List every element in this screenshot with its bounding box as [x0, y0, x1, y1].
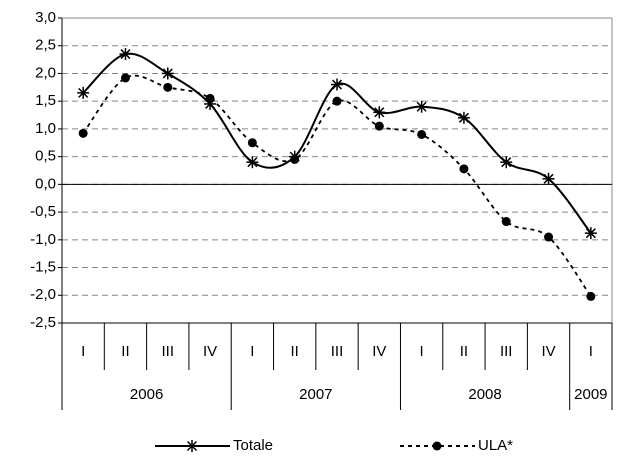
marker — [332, 96, 342, 106]
marker — [374, 121, 384, 131]
y-tick-label: -1,0 — [30, 231, 56, 248]
year-label: 2009 — [574, 386, 607, 403]
year-label: 2007 — [299, 386, 332, 403]
x-tick-label: IV — [541, 343, 555, 360]
marker — [457, 111, 470, 124]
series-line — [82, 74, 592, 297]
x-tick-label: I — [250, 343, 254, 360]
marker — [415, 100, 428, 113]
marker-stroke — [458, 112, 469, 123]
y-tick-label: 1,0 — [35, 120, 56, 137]
marker — [584, 227, 597, 240]
marker — [501, 217, 511, 227]
x-tick-label: IV — [372, 343, 386, 360]
y-tick-label: -2,0 — [30, 286, 56, 303]
marker — [417, 129, 427, 139]
year-label: 2006 — [130, 386, 163, 403]
marker-stroke — [543, 173, 554, 184]
marker — [77, 86, 90, 99]
marker — [246, 156, 259, 169]
marker — [373, 106, 386, 119]
x-tick-label: II — [121, 343, 129, 360]
x-tick-label: III — [500, 343, 513, 360]
x-tick-label: III — [162, 343, 175, 360]
marker — [459, 164, 469, 174]
marker-stroke — [186, 440, 198, 452]
y-tick-label: 3,0 — [35, 9, 56, 26]
marker — [500, 156, 513, 169]
x-tick-label: II — [291, 343, 299, 360]
marker — [290, 154, 300, 164]
marker-stroke — [120, 49, 131, 60]
marker-stroke — [162, 68, 173, 79]
marker — [161, 67, 174, 80]
x-tick-label: II — [460, 343, 468, 360]
y-tick-label: 2,5 — [35, 37, 56, 54]
x-tick-label: III — [331, 343, 344, 360]
legend-label: ULA* — [478, 437, 513, 454]
y-tick-label: -2,5 — [30, 314, 56, 331]
marker — [331, 78, 343, 91]
y-tick-label: -0,5 — [30, 203, 56, 220]
marker — [120, 73, 130, 83]
x-tick-label: I — [589, 343, 593, 360]
marker — [542, 172, 555, 185]
marker — [163, 82, 173, 92]
marker — [205, 93, 215, 103]
marker — [586, 291, 596, 301]
y-tick-label: 0,5 — [35, 148, 56, 165]
marker-stroke — [331, 79, 343, 90]
marker — [119, 48, 132, 61]
marker-stroke — [585, 228, 596, 239]
year-label: 2008 — [468, 386, 501, 403]
marker — [78, 128, 88, 138]
y-tick-label: -1,5 — [30, 259, 56, 276]
marker — [186, 440, 198, 452]
legend-label: Totale — [233, 437, 273, 454]
x-tick-label: I — [420, 343, 424, 360]
y-tick-label: 2,0 — [35, 64, 56, 81]
marker-stroke — [501, 157, 512, 168]
x-tick-label: I — [81, 343, 85, 360]
marker-stroke — [416, 101, 427, 112]
y-tick-label: 0,0 — [35, 175, 56, 192]
marker-stroke — [78, 87, 89, 98]
marker — [432, 441, 442, 451]
marker — [247, 138, 257, 148]
marker-stroke — [247, 157, 258, 168]
marker — [544, 232, 554, 242]
marker-stroke — [374, 107, 385, 118]
y-tick-label: 1,5 — [35, 92, 56, 109]
x-tick-label: IV — [203, 343, 217, 360]
